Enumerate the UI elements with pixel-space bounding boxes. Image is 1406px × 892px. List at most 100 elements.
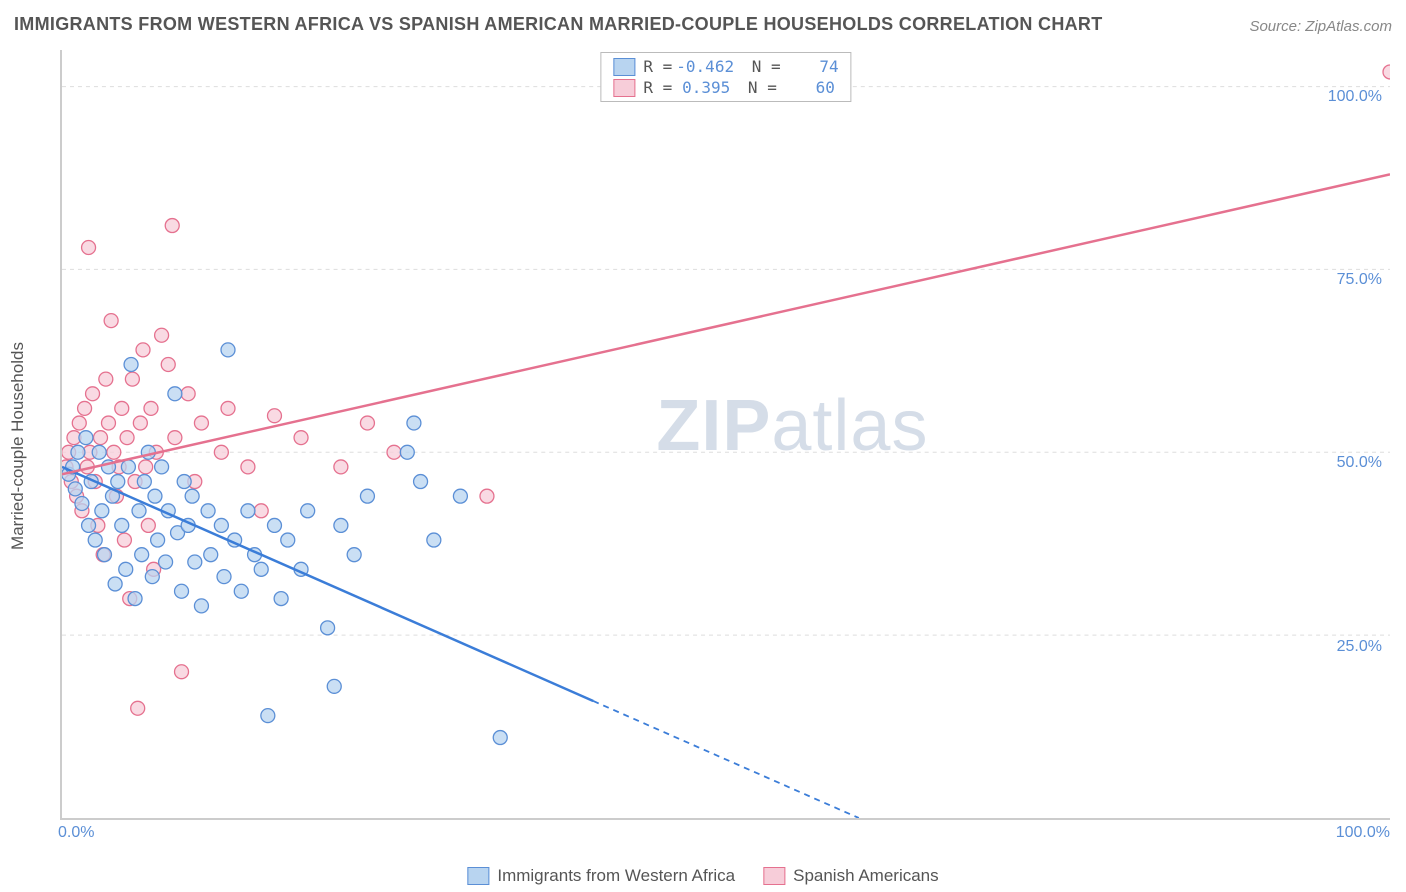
- scatter-point: [1383, 65, 1390, 79]
- scatter-point: [194, 599, 208, 613]
- legend-row-series-2: R = 0.395 N = 60: [613, 78, 838, 97]
- scatter-point: [360, 489, 374, 503]
- scatter-point: [493, 731, 507, 745]
- scatter-point: [108, 577, 122, 591]
- scatter-point: [347, 548, 361, 562]
- scatter-point: [148, 489, 162, 503]
- scatter-point: [261, 709, 275, 723]
- scatter-point: [281, 533, 295, 547]
- scatter-point: [241, 504, 255, 518]
- scatter-point: [120, 431, 134, 445]
- scatter-point: [107, 445, 121, 459]
- scatter-point: [124, 358, 138, 372]
- scatter-point: [234, 584, 248, 598]
- scatter-point: [141, 518, 155, 532]
- legend-label-2: Spanish Americans: [793, 866, 939, 886]
- legend-item-2: Spanish Americans: [763, 866, 939, 886]
- chart-title: IMMIGRANTS FROM WESTERN AFRICA VS SPANIS…: [14, 14, 1103, 35]
- scatter-point: [168, 431, 182, 445]
- legend-item-1: Immigrants from Western Africa: [467, 866, 735, 886]
- scatter-point: [132, 504, 146, 518]
- scatter-point: [155, 460, 169, 474]
- scatter-point: [68, 482, 82, 496]
- scatter-point: [480, 489, 494, 503]
- legend-label-1: Immigrants from Western Africa: [497, 866, 735, 886]
- scatter-point: [133, 416, 147, 430]
- scatter-point: [117, 533, 131, 547]
- scatter-point: [151, 533, 165, 547]
- scatter-point: [334, 518, 348, 532]
- scatter-point: [115, 518, 129, 532]
- scatter-point: [168, 387, 182, 401]
- regression-line: [62, 174, 1390, 474]
- scatter-point: [111, 475, 125, 489]
- scatter-point: [159, 555, 173, 569]
- scatter-point: [71, 445, 85, 459]
- scatter-point: [221, 343, 235, 357]
- scatter-point: [360, 416, 374, 430]
- source-attribution: Source: ZipAtlas.com: [1249, 18, 1392, 35]
- r-value-1: -0.462: [676, 57, 734, 76]
- scatter-point: [72, 416, 86, 430]
- scatter-point: [188, 555, 202, 569]
- regression-line: [62, 467, 593, 701]
- n-value-1: 74: [785, 57, 839, 76]
- scatter-point: [137, 475, 151, 489]
- scatter-point: [267, 518, 281, 532]
- scatter-point: [221, 401, 235, 415]
- scatter-point: [92, 445, 106, 459]
- scatter-point: [161, 358, 175, 372]
- x-tick-label: 0.0%: [58, 824, 94, 842]
- scatter-point: [101, 416, 115, 430]
- scatter-point: [86, 387, 100, 401]
- scatter-point: [155, 328, 169, 342]
- scatter-point: [334, 460, 348, 474]
- scatter-point: [82, 241, 96, 255]
- scatter-point: [414, 475, 428, 489]
- scatter-point: [136, 343, 150, 357]
- scatter-point: [139, 460, 153, 474]
- scatter-point: [400, 445, 414, 459]
- scatter-point: [128, 592, 142, 606]
- scatter-point: [201, 504, 215, 518]
- swatch-series-2: [613, 79, 635, 97]
- scatter-point: [241, 460, 255, 474]
- swatch-icon: [467, 867, 489, 885]
- y-tick-label: 50.0%: [1337, 454, 1382, 472]
- scatter-point: [79, 431, 93, 445]
- n-value-2: 60: [781, 78, 835, 97]
- y-tick-label: 25.0%: [1337, 638, 1382, 656]
- swatch-icon: [763, 867, 785, 885]
- swatch-series-1: [613, 58, 635, 76]
- plot-svg: [62, 50, 1390, 818]
- regression-line-extrapolated: [593, 701, 859, 818]
- scatter-point: [214, 518, 228, 532]
- scatter-point: [217, 570, 231, 584]
- scatter-point: [175, 665, 189, 679]
- scatter-point: [104, 314, 118, 328]
- scatter-point: [165, 219, 179, 233]
- scatter-point: [185, 489, 199, 503]
- legend-stats-box: R = -0.462 N = 74 R = 0.395 N = 60: [600, 52, 851, 102]
- scatter-point: [145, 570, 159, 584]
- y-axis-title: Married-couple Households: [8, 342, 28, 550]
- scatter-point: [267, 409, 281, 423]
- scatter-point: [78, 401, 92, 415]
- scatter-point: [121, 460, 135, 474]
- scatter-point: [427, 533, 441, 547]
- y-tick-label: 100.0%: [1328, 88, 1382, 106]
- x-tick-label: 100.0%: [1336, 824, 1390, 842]
- scatter-point: [194, 416, 208, 430]
- correlation-chart: IMMIGRANTS FROM WESTERN AFRICA VS SPANIS…: [0, 0, 1406, 892]
- scatter-point: [119, 562, 133, 576]
- scatter-point: [135, 548, 149, 562]
- scatter-point: [453, 489, 467, 503]
- scatter-point: [181, 387, 195, 401]
- scatter-point: [175, 584, 189, 598]
- scatter-point: [82, 518, 96, 532]
- y-tick-label: 75.0%: [1337, 271, 1382, 289]
- scatter-point: [99, 372, 113, 386]
- legend-row-series-1: R = -0.462 N = 74: [613, 57, 838, 76]
- r-value-2: 0.395: [676, 78, 730, 97]
- scatter-point: [407, 416, 421, 430]
